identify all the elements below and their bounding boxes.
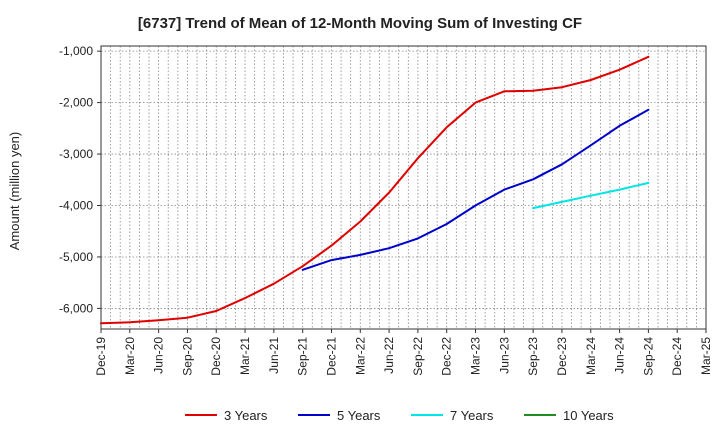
grid-lines	[101, 46, 706, 329]
legend-label: 5 Years	[337, 408, 381, 423]
x-tick-label: Sep-24	[641, 337, 655, 376]
legend-item-10-years: 10 Years	[524, 408, 614, 423]
x-tick-label: Jun-20	[152, 337, 166, 374]
x-tick-label: Mar-22	[353, 337, 367, 375]
legend: 3 Years 5 Years 7 Years 10 Years	[185, 408, 614, 423]
y-tick-label: -1,000	[59, 44, 93, 58]
series-line-7-years	[532, 181, 650, 210]
x-tick-label: Jun-22	[382, 337, 396, 374]
y-axis: -1,000 -2,000 -3,000 -4,000 -5,000 -6,000	[59, 44, 101, 315]
x-tick-label: Jun-24	[613, 337, 627, 374]
x-tick-label: Dec-22	[440, 337, 454, 376]
x-tick-label: Dec-20	[209, 337, 223, 376]
x-tick-label: Jun-21	[267, 337, 281, 374]
legend-label: 3 Years	[224, 408, 268, 423]
series-lines	[100, 55, 650, 325]
x-tick-label: Mar-21	[238, 337, 252, 375]
y-tick-label: -3,000	[59, 147, 93, 161]
x-tick-label: Mar-20	[123, 337, 137, 375]
x-tick-label: Sep-20	[180, 337, 194, 376]
x-tick-label: Mar-25	[699, 337, 713, 375]
legend-item-5-years: 5 Years	[298, 408, 381, 423]
legend-label: 7 Years	[450, 408, 494, 423]
x-tick-label: Dec-24	[670, 337, 684, 376]
x-tick-label: Dec-19	[94, 337, 108, 376]
y-tick-label: -2,000	[59, 96, 93, 110]
y-tick-label: -4,000	[59, 199, 93, 213]
y-axis-label: Amount (million yen)	[7, 132, 22, 251]
x-tick-label: Sep-21	[296, 337, 310, 376]
series-line-5-years	[301, 108, 650, 271]
legend-label: 10 Years	[563, 408, 614, 423]
y-tick-label: -5,000	[59, 250, 93, 264]
x-tick-label: Sep-23	[526, 337, 540, 376]
legend-item-7-years: 7 Years	[411, 408, 494, 423]
series-line-3-years	[100, 55, 650, 325]
chart-title: [6737] Trend of Mean of 12-Month Moving …	[138, 15, 582, 32]
x-tick-label: Mar-23	[469, 337, 483, 375]
x-tick-label: Dec-21	[324, 337, 338, 376]
x-tick-label: Mar-24	[584, 337, 598, 375]
y-tick-label: -6,000	[59, 301, 93, 315]
x-axis: Dec-19 Mar-20 Jun-20 Sep-20 Dec-20 Mar-21 Jun-…	[94, 329, 713, 376]
legend-item-3-years: 3 Years	[185, 408, 268, 423]
x-tick-label: Dec-23	[555, 337, 569, 376]
x-tick-label: Jun-23	[497, 337, 511, 374]
plot-area	[100, 45, 707, 330]
x-tick-label: Sep-22	[411, 337, 425, 376]
